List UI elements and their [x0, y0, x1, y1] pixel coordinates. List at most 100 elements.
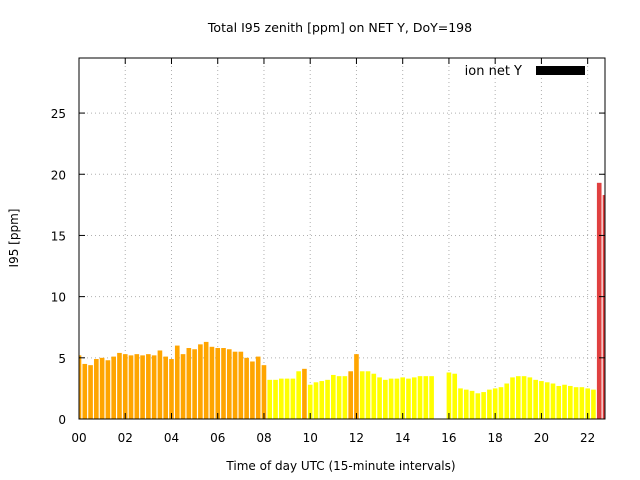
plot-frame	[78, 57, 606, 420]
bar	[255, 356, 261, 419]
y-tick-label: 20	[51, 168, 66, 182]
bar	[226, 349, 232, 419]
bar	[336, 376, 342, 419]
bar	[371, 373, 377, 419]
bar	[591, 389, 596, 419]
bar	[111, 356, 116, 419]
bar	[562, 384, 567, 419]
x-tick-label: 08	[256, 431, 271, 445]
bar	[221, 348, 226, 419]
bar	[354, 354, 359, 419]
bar	[481, 392, 486, 419]
x-tick-label: 20	[534, 431, 549, 445]
bar	[82, 363, 88, 419]
x-tick-labels: 00 02 04 06 08 10 12 14 16 18 20 22	[71, 431, 595, 445]
legend-swatch	[536, 66, 585, 75]
bar	[198, 344, 203, 419]
y-tick-label: 0	[58, 413, 66, 427]
bar	[169, 359, 174, 419]
x-tick-label: 00	[71, 431, 86, 445]
y-tick-label: 25	[51, 107, 66, 121]
bar	[99, 357, 105, 419]
bar	[417, 376, 423, 419]
bar	[273, 379, 278, 419]
bar	[244, 357, 249, 419]
bar	[174, 345, 180, 419]
x-tick-label: 10	[303, 431, 318, 445]
bar	[250, 361, 255, 419]
bar	[533, 379, 538, 419]
bar	[596, 182, 602, 419]
axis-ticks	[78, 58, 605, 420]
bar	[411, 377, 417, 419]
bar	[140, 355, 145, 419]
bar	[446, 372, 452, 419]
y-tick-label: 5	[58, 352, 66, 366]
bar	[215, 348, 221, 419]
bar	[284, 378, 290, 419]
bar	[186, 348, 192, 419]
bar	[579, 387, 585, 419]
bar	[377, 377, 382, 419]
bar	[278, 378, 284, 419]
x-tick-label: 06	[210, 431, 225, 445]
bar	[504, 383, 510, 419]
bar	[94, 359, 99, 419]
bar	[163, 356, 169, 419]
bar	[544, 382, 550, 419]
y-tick-label: 10	[51, 291, 66, 305]
bar	[313, 382, 319, 419]
bar	[203, 341, 209, 419]
y-axis-label: I95 [ppm]	[7, 209, 21, 268]
bar	[492, 388, 498, 419]
bar	[128, 355, 134, 419]
x-tick-label: 12	[349, 431, 364, 445]
bar	[458, 388, 463, 419]
x-tick-label: 04	[164, 431, 179, 445]
bar	[180, 354, 186, 419]
bar	[406, 378, 411, 419]
bar	[359, 371, 365, 419]
bar	[452, 373, 458, 419]
x-tick-label: 02	[118, 431, 133, 445]
bar	[157, 350, 163, 419]
bars	[79, 182, 605, 419]
bar	[325, 379, 330, 419]
x-tick-label: 18	[488, 431, 503, 445]
bar	[469, 390, 475, 419]
y-tick-labels: 0 5 10 15 20 25	[51, 107, 66, 427]
bar	[307, 384, 313, 419]
bar	[117, 352, 122, 419]
x-tick-label: 16	[441, 431, 456, 445]
y-tick-label: 15	[51, 229, 66, 243]
bar	[515, 376, 521, 419]
bar	[365, 371, 371, 419]
bar	[209, 346, 215, 419]
bar	[539, 381, 544, 419]
legend: ion net Y	[465, 64, 585, 79]
bar	[388, 378, 394, 419]
bar	[296, 371, 301, 419]
bar	[122, 354, 128, 419]
bar	[602, 195, 605, 419]
grid-lines	[79, 58, 605, 419]
bar	[342, 376, 348, 419]
bar	[238, 351, 244, 419]
bar	[487, 389, 492, 419]
bar	[550, 383, 556, 419]
bar	[105, 360, 111, 419]
bar	[498, 387, 504, 419]
bar	[394, 378, 400, 419]
bar	[510, 377, 515, 419]
bar	[521, 376, 527, 419]
bar	[423, 376, 429, 419]
bar	[331, 374, 336, 419]
bar	[267, 379, 273, 419]
bar	[290, 378, 296, 419]
bar	[527, 377, 533, 419]
bar	[475, 393, 481, 419]
x-tick-label: 14	[395, 431, 410, 445]
bar	[192, 349, 197, 419]
bar	[585, 388, 590, 419]
